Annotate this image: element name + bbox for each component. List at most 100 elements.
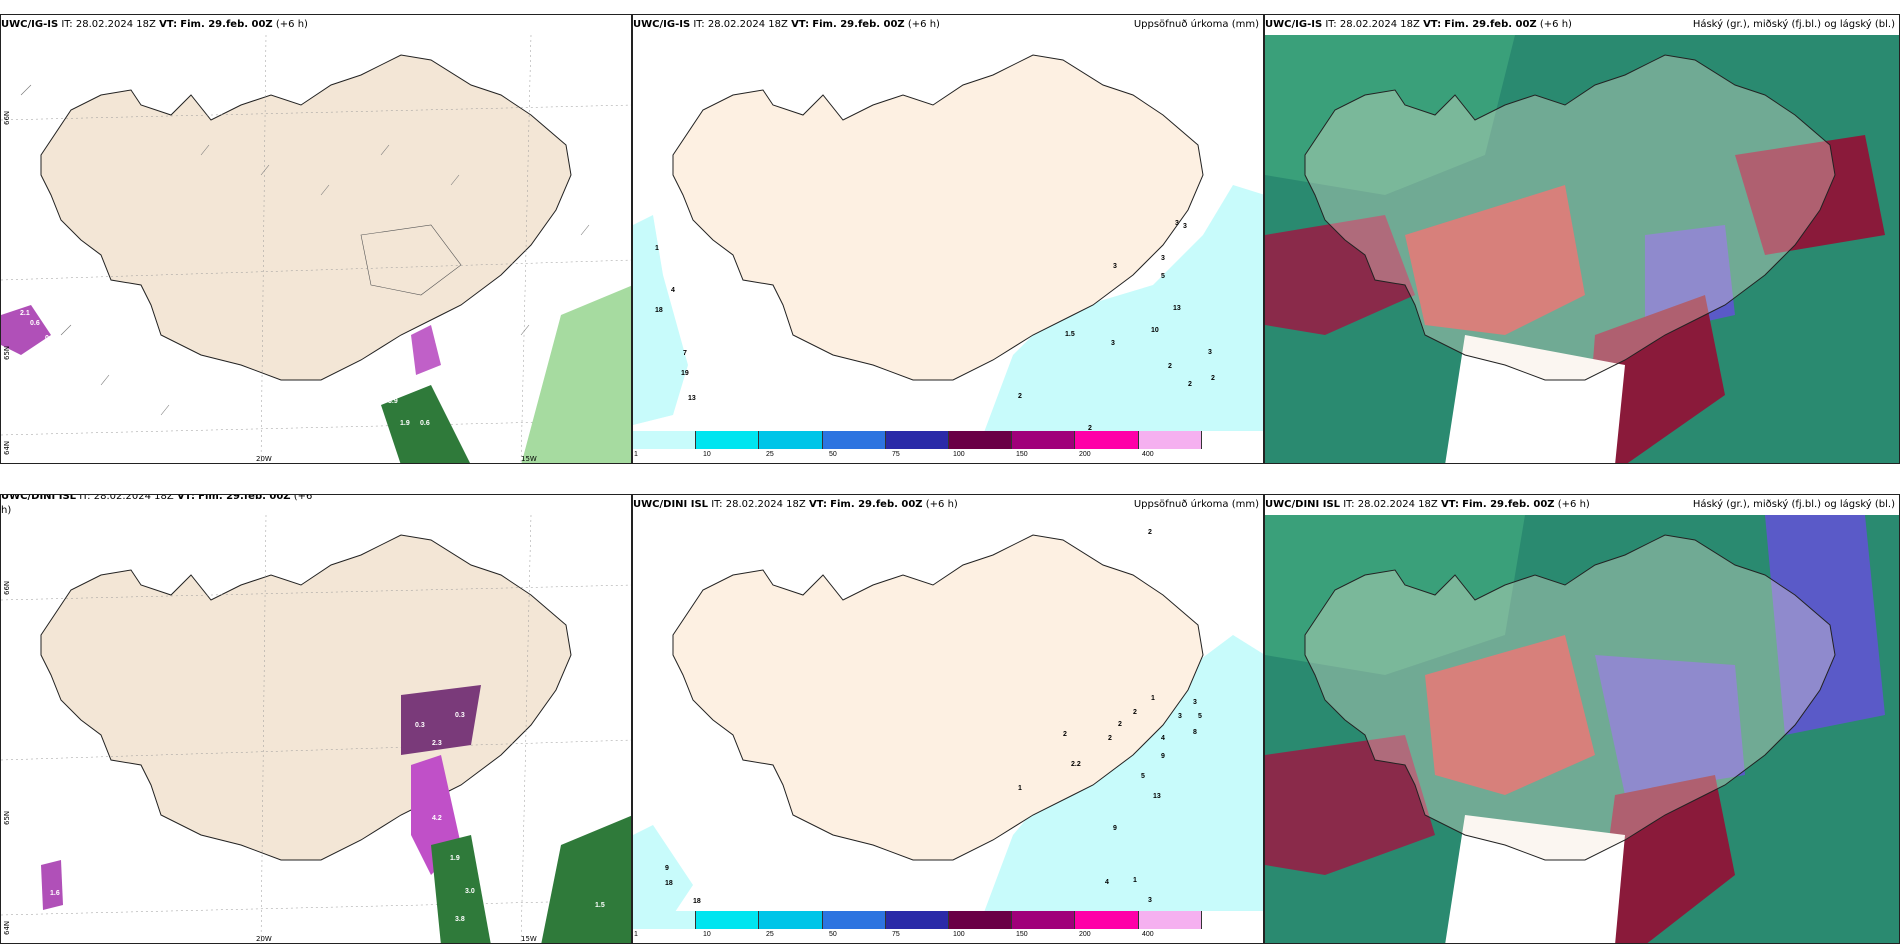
- snow-value: 2.3: [432, 740, 442, 747]
- lon-label-15: 15W: [521, 935, 537, 943]
- map-precip: [633, 35, 1263, 435]
- precip-value: 13: [1173, 305, 1181, 312]
- colorbar-swatch: [1138, 911, 1202, 929]
- colorbar-swatch: [759, 911, 823, 929]
- colorbar-swatch: [822, 911, 886, 929]
- panel-header: UWC/DINI ISL IT: 28.02.2024 18Z VT: Fim.…: [1265, 499, 1590, 510]
- snow-value: 0.3: [455, 712, 465, 719]
- precip-value: 2.2: [1071, 761, 1081, 768]
- snow-value: 0.6: [30, 320, 40, 327]
- colorbar-label: 10: [703, 451, 711, 458]
- precip-value: 2: [1133, 709, 1137, 716]
- lon-label-15: 15W: [521, 455, 537, 463]
- panel-dini-precip: UWC/DINI ISL IT: 28.02.2024 18Z VT: Fim.…: [632, 494, 1264, 944]
- panel-header: UWC/DINI ISL IT: 28.02.2024 18Z VT: Fim.…: [633, 499, 958, 510]
- precip-value: 3: [1208, 349, 1212, 356]
- precip-value: 2: [1063, 731, 1067, 738]
- colorbar-label: 400: [1142, 931, 1154, 938]
- colorbar-label: 100: [953, 451, 965, 458]
- panel-header: UWC/IG-IS IT: 28.02.2024 18Z VT: Fim. 29…: [1265, 19, 1572, 30]
- colorbar-labels: 1 10 25 50 75 100 150 200 400: [633, 931, 1263, 943]
- colorbar-swatch: [1012, 911, 1076, 929]
- colorbar: [633, 911, 1263, 929]
- lat-label-66: 66N: [3, 580, 11, 595]
- precip-value: 19: [681, 370, 689, 377]
- panel-header-wrap: h): [1, 505, 12, 516]
- colorbar-label: 75: [892, 451, 900, 458]
- colorbar: [633, 431, 1263, 449]
- colorbar-swatch: [885, 911, 950, 929]
- map-precip: [633, 515, 1263, 915]
- lat-label-66: 66N: [3, 110, 11, 125]
- precip-value: 5: [1141, 773, 1145, 780]
- colorbar-label: 200: [1079, 451, 1091, 458]
- lat-label-65: 65N: [3, 345, 11, 360]
- map-clouds: [1265, 35, 1899, 463]
- precip-value: 13: [1153, 793, 1161, 800]
- precip-value: 2: [1018, 393, 1022, 400]
- colorbar-label: 400: [1142, 451, 1154, 458]
- precip-value: 3: [1193, 699, 1197, 706]
- colorbar-label: 1: [634, 451, 638, 458]
- precip-value: 2: [1108, 735, 1112, 742]
- panel-header: UWC/DINI ISL IT: 28.02.2024 18Z VT: Fim.…: [1, 494, 313, 502]
- lon-label-20: 20W: [256, 935, 272, 943]
- precip-value: 5: [1161, 273, 1165, 280]
- snow-value: 1.9: [450, 855, 460, 862]
- snow-value: 0.3: [415, 722, 425, 729]
- colorbar-label: 150: [1016, 451, 1028, 458]
- colorbar-label: 50: [829, 451, 837, 458]
- map-clouds: [1265, 515, 1899, 943]
- colorbar-label: 150: [1016, 931, 1028, 938]
- colorbar-swatch: [1138, 431, 1202, 449]
- panel-igis-wind: UWC/IG-IS IT: 28.02.2024 18Z VT: Fim. 29…: [0, 14, 632, 464]
- lon-label-20: 20W: [256, 455, 272, 463]
- precip-value: 9: [1113, 825, 1117, 832]
- colorbar-swatch: [696, 911, 760, 929]
- precip-value: 3: [1161, 255, 1165, 262]
- snow-value: 1.9: [400, 420, 410, 427]
- precip-value: 3: [1113, 263, 1117, 270]
- colorbar-swatch: [633, 911, 697, 929]
- colorbar-swatch: [633, 431, 697, 449]
- precip-value: 1: [1151, 695, 1155, 702]
- colorbar-label: 1: [634, 931, 638, 938]
- precip-value: 2: [1188, 381, 1192, 388]
- colorbar-swatch: [696, 431, 760, 449]
- panel-title-precip: Uppsöfnuð úrkoma (mm): [1133, 499, 1259, 510]
- colorbar-swatch: [1075, 911, 1139, 929]
- precip-value: 18: [655, 307, 663, 314]
- panel-dini-wind: UWC/DINI ISL IT: 28.02.2024 18Z VT: Fim.…: [0, 494, 632, 944]
- colorbar-swatch: [1075, 431, 1139, 449]
- colorbar-swatch: [1201, 911, 1263, 929]
- colorbar-swatch: [949, 431, 1013, 449]
- precip-value: 18: [665, 880, 673, 887]
- panel-title-precip: Uppsöfnuð úrkoma (mm): [1133, 19, 1259, 30]
- snow-value: 3.0: [465, 888, 475, 895]
- snow-value: 3.8: [455, 916, 465, 923]
- precip-value: 1: [655, 245, 659, 252]
- colorbar-label: 25: [766, 931, 774, 938]
- snow-value: 1.5: [595, 902, 605, 909]
- colorbar-label: 10: [703, 931, 711, 938]
- colorbar-label: 75: [892, 931, 900, 938]
- colorbar-swatch: [885, 431, 950, 449]
- panel-title-clouds: Háský (gr.), miðský (fj.bl.) og lágský (…: [1692, 499, 1895, 510]
- precip-value: 3: [1111, 340, 1115, 347]
- precip-value: 2: [1211, 375, 1215, 382]
- colorbar-swatch: [1201, 431, 1263, 449]
- map-wind-snow: [1, 35, 631, 463]
- panel-title-clouds: Háský (gr.), miðský (fj.bl.) og lágský (…: [1692, 19, 1895, 30]
- precip-value: 8: [1193, 729, 1197, 736]
- precip-value: 2: [1088, 425, 1092, 432]
- colorbar-label: 50: [829, 931, 837, 938]
- precip-value: 2: [1118, 721, 1122, 728]
- snow-value: 4.2: [432, 815, 442, 822]
- precip-value: 9: [1161, 753, 1165, 760]
- panel-igis-precip: UWC/IG-IS IT: 28.02.2024 18Z VT: Fim. 29…: [632, 14, 1264, 464]
- colorbar-swatch: [1012, 431, 1076, 449]
- panel-igis-clouds: UWC/IG-IS IT: 28.02.2024 18Z VT: Fim. 29…: [1264, 14, 1900, 464]
- colorbar-swatch: [759, 431, 823, 449]
- colorbar-label: 100: [953, 931, 965, 938]
- precip-value: 1: [1133, 877, 1137, 884]
